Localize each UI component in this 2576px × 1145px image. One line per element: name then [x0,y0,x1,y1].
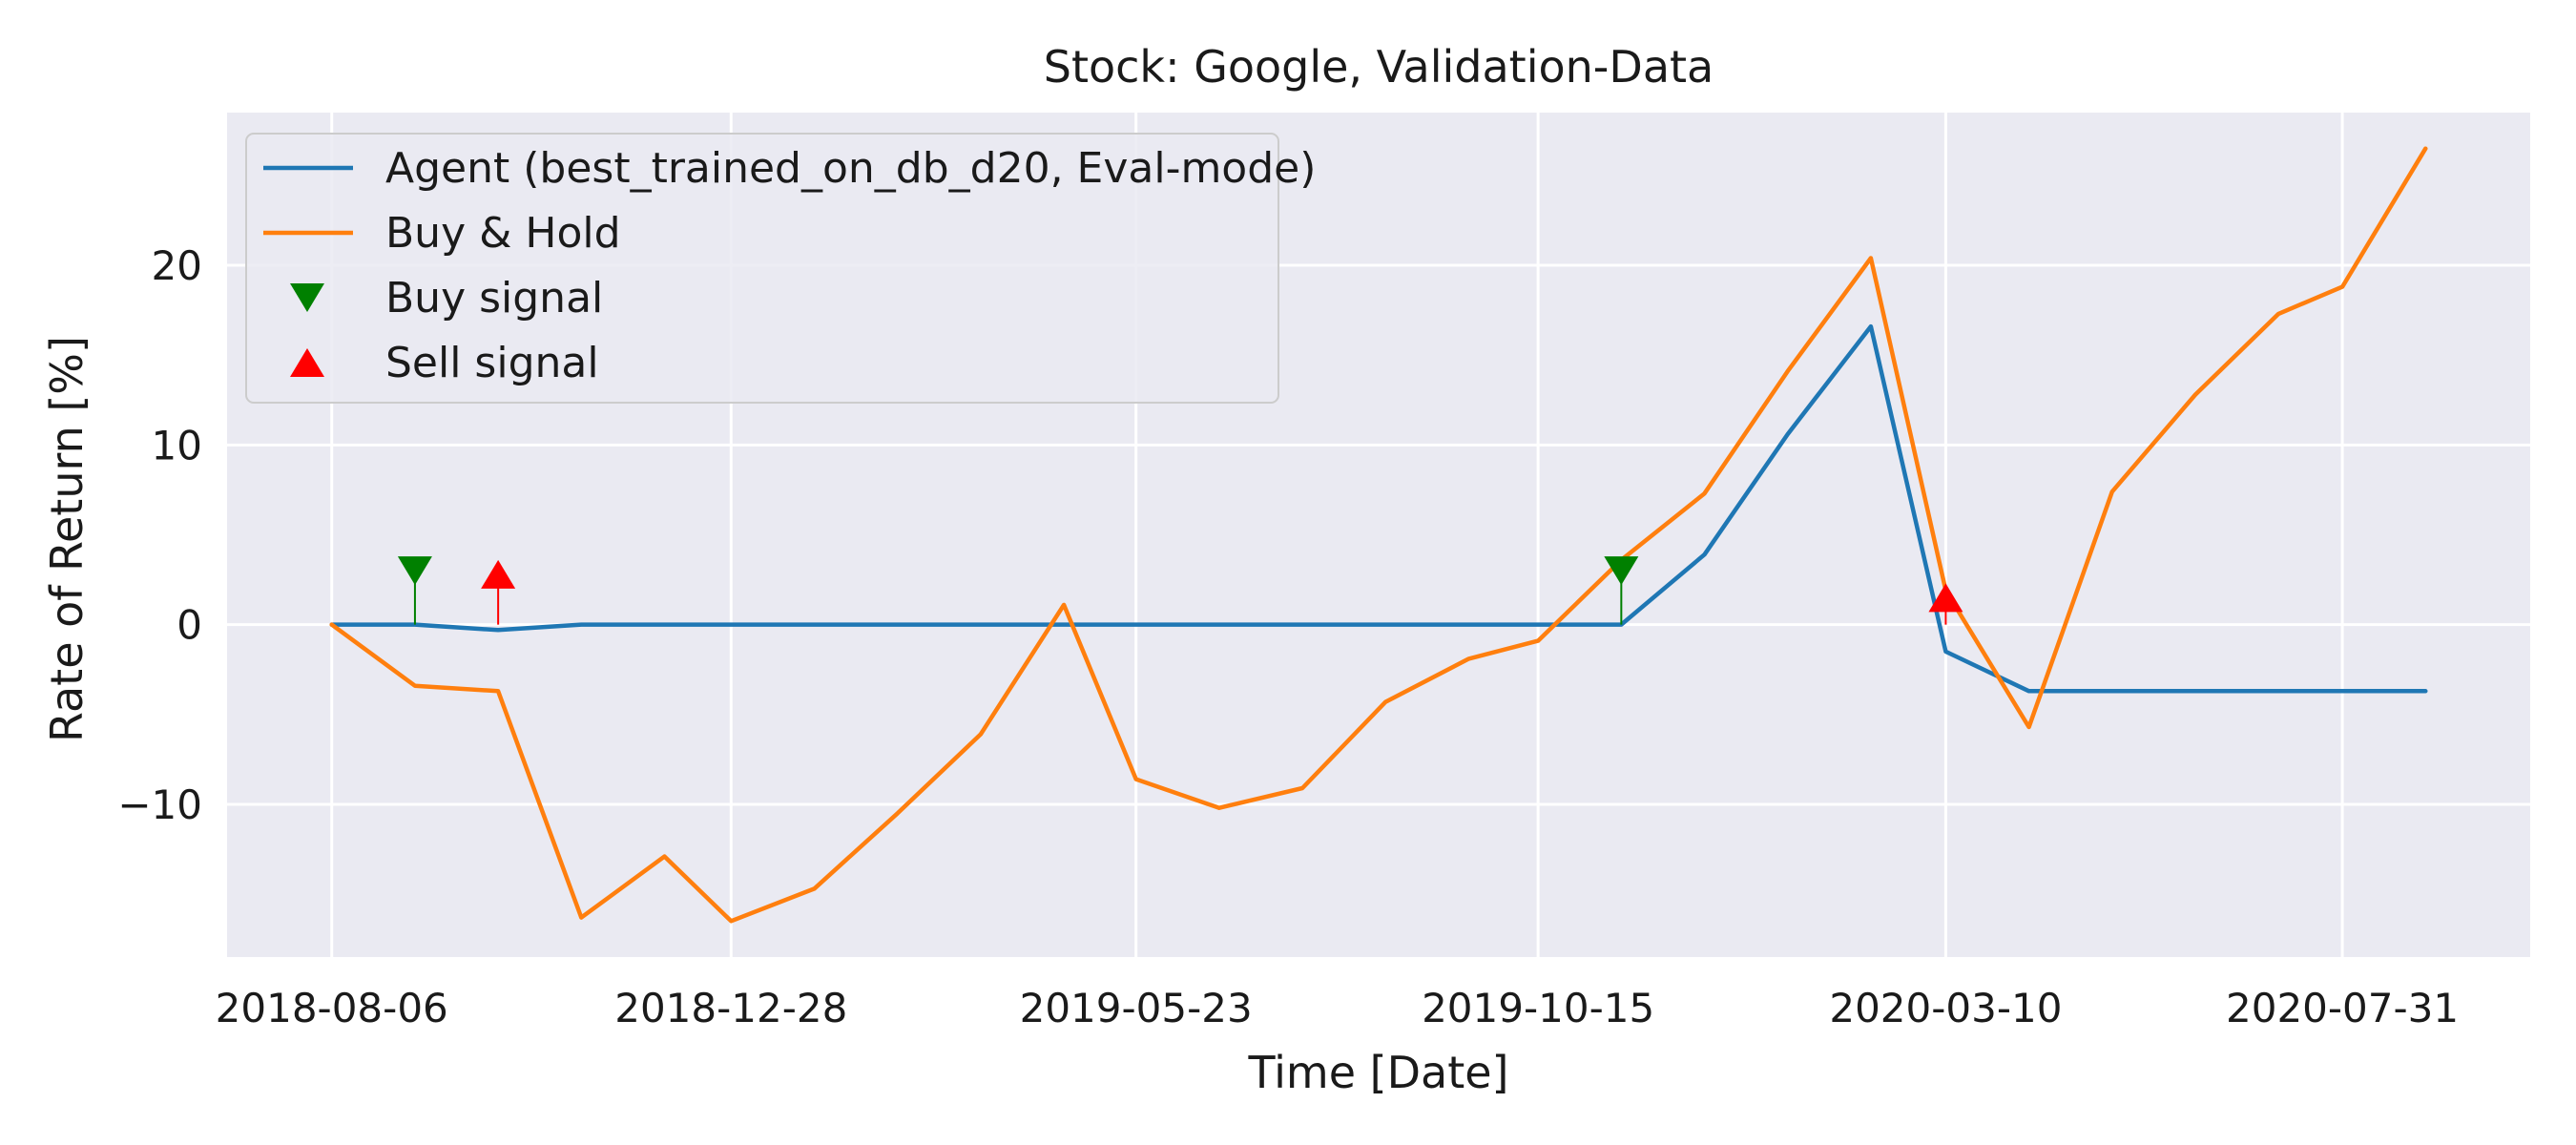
x-tick-label: 2018-08-06 [216,985,448,1031]
sell-signal-marker [481,559,516,589]
x-tick-label: 2019-05-23 [1020,985,1253,1031]
sell-signal-marker [1928,583,1963,613]
y-axis-ticks: −10 0 10 20 [117,242,202,828]
legend-label-buy-signal: Buy signal [385,274,603,323]
legend-buy-marker-icon [290,283,324,312]
buy-signal-marker [1604,556,1639,586]
buy-signal-marker [397,556,432,586]
chart-title: Stock: Google, Validation-Data [1044,41,1714,93]
legend: Agent (best_trained_on_db_d20, Eval-mode… [245,133,1316,404]
y-tick-label: 10 [152,422,202,468]
series-lines [329,146,2428,924]
x-axis-label: Time [Date] [1247,1047,1508,1098]
x-tick-label: 2019-10-15 [1422,985,1654,1031]
legend-sell-marker-icon [290,348,324,377]
y-tick-label: 20 [152,242,202,289]
legend-box [245,133,1279,404]
x-axis-ticks: 2018-08-06 2018-12-28 2019-05-23 2019-10-15… [216,985,2459,1031]
y-tick-label: −10 [117,781,202,828]
x-tick-label: 2020-03-10 [1829,985,2062,1031]
legend-label-buy-hold: Buy & Hold [385,209,621,258]
legend-label-agent: Agent (best_trained_on_db_d20, Eval-mode… [385,144,1316,193]
legend-label-sell-signal: Sell signal [385,339,599,387]
y-tick-label: 0 [177,602,202,649]
signal-markers [397,556,1963,625]
y-axis-label: Rate of Return [%] [41,336,93,742]
x-tick-label: 2020-07-31 [2226,985,2459,1031]
x-tick-label: 2018-12-28 [614,985,847,1031]
